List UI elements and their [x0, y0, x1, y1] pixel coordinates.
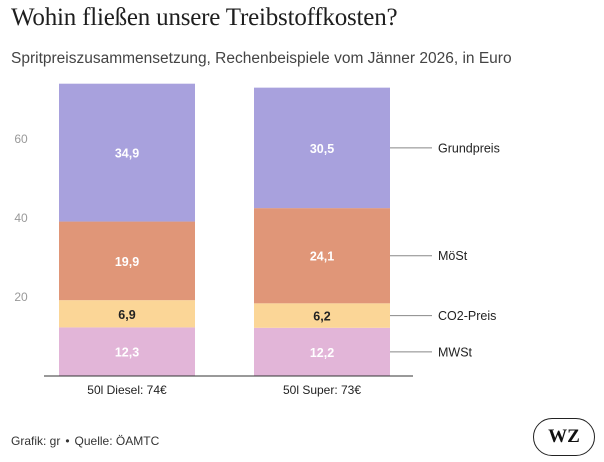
y-axis-ticks: 20 40 60 [14, 132, 28, 304]
bar-value-label-1-0: 12,2 [310, 346, 334, 360]
bar-value-label-0-3: 34,9 [115, 147, 139, 161]
series-labels: MWSt CO2-Preis MöSt Grundpreis [390, 141, 500, 359]
footer-grafik: Grafik: gr [11, 434, 61, 448]
bar-segment-0-0 [59, 327, 195, 376]
y-tick-label-20: 20 [14, 290, 28, 304]
series-label-1: CO2-Preis [438, 309, 496, 323]
y-tick-label-40: 40 [14, 211, 28, 225]
footer-quelle: Quelle: ÖAMTC [74, 434, 160, 448]
bar-value-label-0-2: 19,9 [115, 255, 139, 269]
series-label-0: MWSt [438, 345, 473, 359]
bar-segment-0-2 [59, 221, 195, 301]
series-label-3: Grundpreis [438, 141, 500, 155]
bar-segment-1-0 [254, 327, 390, 376]
x-axis-tick-labels: 50l Diesel: 74€ 50l Super: 73€ [87, 383, 361, 397]
x-tick-label-1: 50l Super: 73€ [283, 383, 361, 397]
x-tick-label-0: 50l Diesel: 74€ [87, 383, 167, 397]
bar-value-label-1-1: 6,2 [313, 310, 330, 324]
bar-segment-0-3 [59, 83, 195, 222]
footer-credits: Grafik: gr • Quelle: ÖAMTC [11, 434, 159, 448]
chart-title: Wohin fließen unsere Treibstoffkosten? [11, 4, 398, 31]
bar-segment-1-1 [254, 303, 390, 328]
bar-segment-1-2 [254, 208, 390, 304]
chart-subtitle: Spritpreiszusammensetzung, Rechenbeispie… [11, 50, 512, 67]
bar-segment-0-1 [59, 300, 195, 328]
series-label-2: MöSt [438, 249, 468, 263]
bar-value-label-0-0: 12,3 [115, 346, 139, 360]
bar-value-label-0-1: 6,9 [118, 308, 135, 322]
wz-logo[interactable]: WZ [533, 418, 595, 456]
footer-separator: • [65, 434, 70, 448]
bars [59, 83, 390, 376]
bar-value-label-1-2: 24,1 [310, 250, 334, 264]
bar-segment-1-3 [254, 87, 390, 209]
bar-value-labels: 12,3 6,9 19,9 34,9 12,2 6,2 24,1 30,5 [115, 142, 334, 360]
bar-value-label-1-3: 30,5 [310, 142, 334, 156]
y-tick-label-60: 60 [14, 132, 28, 146]
